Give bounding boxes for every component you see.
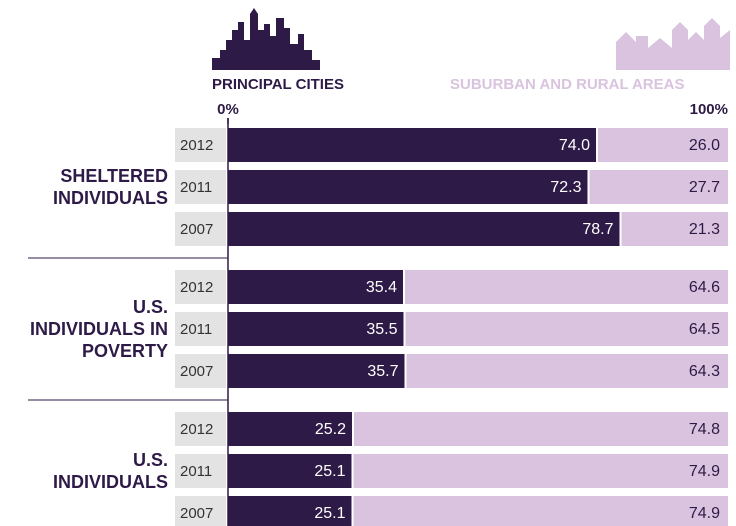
bar-segment: [407, 354, 729, 388]
value-label: 35.4: [366, 279, 397, 296]
bar-segment: [354, 496, 729, 526]
value-label: 25.2: [315, 421, 346, 438]
bar-segment: [228, 128, 596, 162]
y-tick-label: 2007: [180, 505, 213, 522]
value-label: 72.3: [550, 179, 581, 196]
suburban-skyline-icon: [616, 18, 730, 70]
value-label: 26.0: [689, 137, 720, 154]
bar-segment: [228, 170, 588, 204]
value-label: 74.9: [689, 505, 720, 522]
legend-label: SUBURBAN AND RURAL AREAS: [450, 76, 684, 93]
group-label: U.S. INDIVIDUALS: [18, 449, 168, 493]
value-label: 74.9: [689, 463, 720, 480]
chart-canvas: PRINCIPAL CITIES SUBURBAN AND RURAL AREAS…: [0, 0, 736, 526]
value-label: 25.1: [314, 505, 345, 522]
group-label: U.S. INDIVIDUALS IN POVERTY: [18, 296, 168, 362]
y-tick-label: 2011: [180, 179, 212, 196]
value-label: 25.1: [314, 463, 345, 480]
value-label: 35.5: [366, 321, 397, 338]
chart: PRINCIPAL CITIES SUBURBAN AND RURAL AREAS…: [0, 0, 736, 526]
value-label: 74.8: [689, 421, 720, 438]
value-label: 21.3: [689, 221, 720, 238]
y-tick-label: 2007: [180, 221, 213, 238]
bar-segment: [354, 454, 729, 488]
bar-segment: [405, 270, 728, 304]
value-label: 64.3: [689, 363, 720, 380]
y-tick-label: 2012: [180, 421, 213, 438]
value-label: 78.7: [582, 221, 613, 238]
y-tick-label: 2007: [180, 363, 213, 380]
y-tick-label: 2012: [180, 279, 213, 296]
y-tick-label: 2012: [180, 137, 213, 154]
city-skyline-icon: [212, 8, 320, 70]
x-tick-label: 100%: [690, 101, 728, 118]
value-label: 64.5: [689, 321, 720, 338]
x-tick-label: 0%: [217, 101, 239, 118]
value-label: 35.7: [367, 363, 398, 380]
bar-segment: [354, 412, 728, 446]
legend-label: PRINCIPAL CITIES: [212, 76, 344, 93]
y-tick-label: 2011: [180, 463, 212, 480]
y-tick-label: 2011: [180, 321, 212, 338]
value-label: 64.6: [689, 279, 720, 296]
group-label: SHELTERED INDIVIDUALS: [18, 165, 168, 209]
bar-segment: [228, 212, 620, 246]
value-label: 27.7: [689, 179, 720, 196]
bar-segment: [406, 312, 729, 346]
value-label: 74.0: [559, 137, 590, 154]
